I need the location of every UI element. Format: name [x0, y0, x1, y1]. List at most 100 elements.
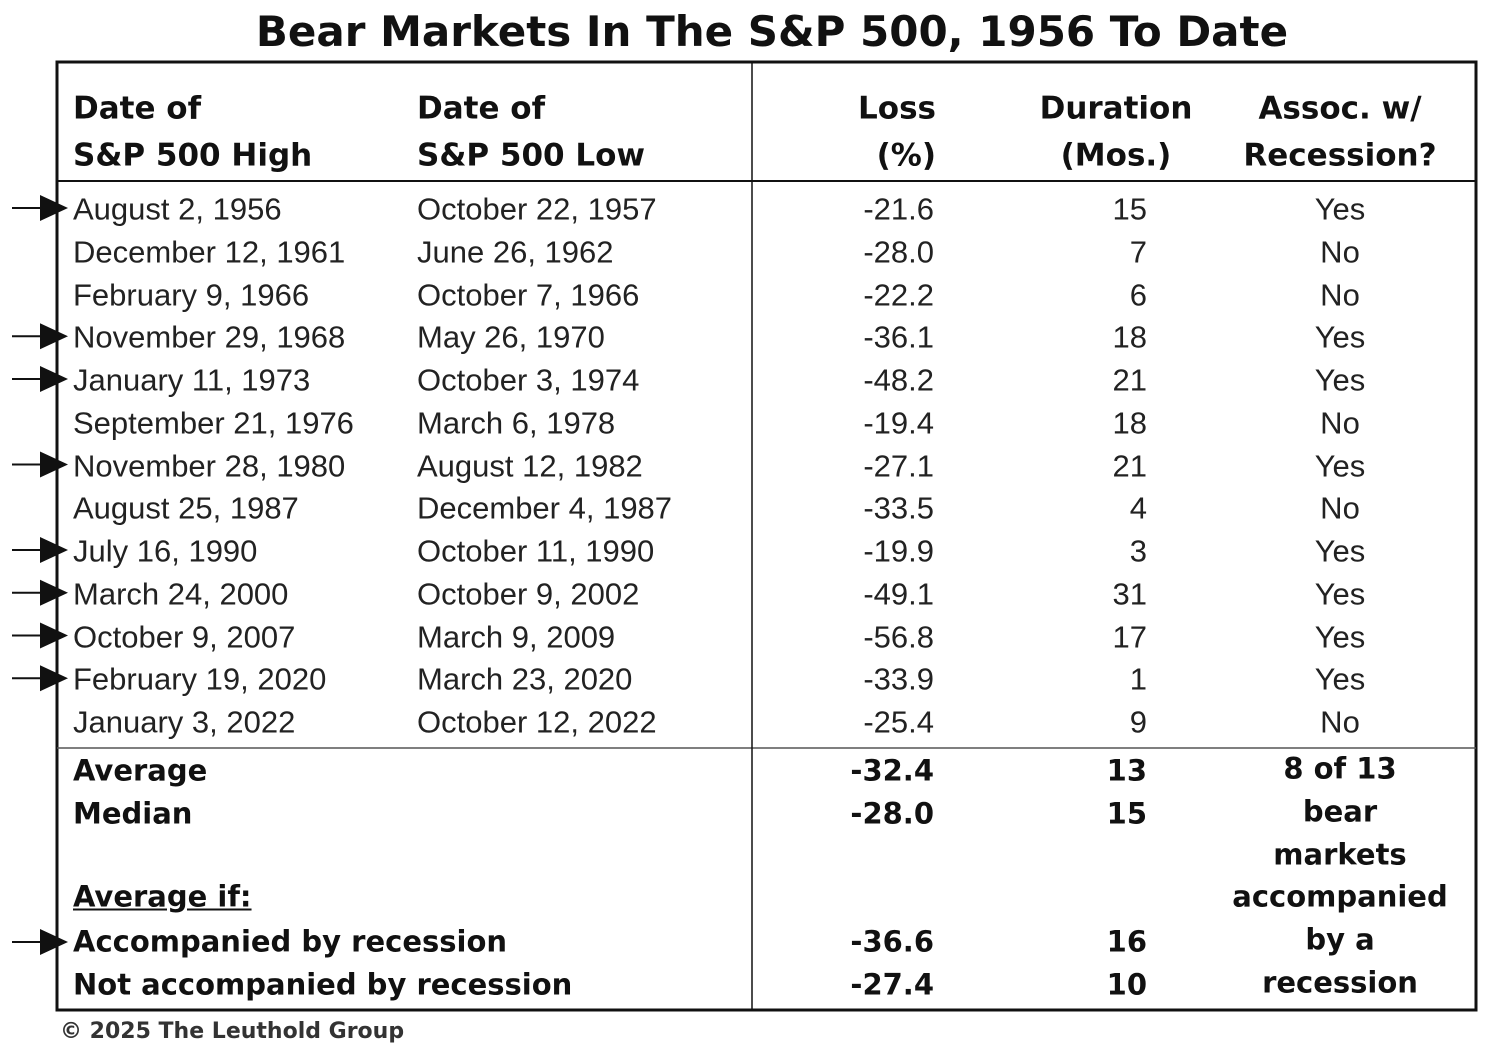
table-cell: Yes — [1314, 576, 1366, 612]
table-cell: -28.0 — [863, 234, 934, 270]
table-cell: 3 — [1129, 533, 1147, 569]
table-cell: No — [1320, 277, 1360, 312]
header-cell: Date of — [73, 90, 202, 127]
arrow-head — [40, 537, 68, 563]
table-cell: -25.4 — [863, 704, 934, 740]
arrow-head — [40, 366, 68, 392]
table-cell: June 26, 1962 — [417, 234, 614, 270]
table-cell: January 3, 2022 — [73, 704, 296, 740]
summary-cell: -36.6 — [850, 924, 934, 959]
table-cell: -33.9 — [863, 661, 934, 697]
summary-cell: 13 — [1106, 753, 1147, 788]
table-cell: -27.1 — [863, 448, 934, 483]
table-cell: 21 — [1112, 362, 1147, 398]
summary-cell: 10 — [1106, 967, 1147, 1002]
header-cell: Assoc. w/ — [1258, 90, 1422, 127]
table-cell: -56.8 — [863, 619, 934, 654]
summary-cell: -28.0 — [850, 796, 934, 831]
table-cell: 7 — [1129, 234, 1147, 270]
table-cell: 18 — [1112, 405, 1147, 441]
arrow-head — [40, 579, 68, 606]
arrow-head — [40, 195, 68, 221]
summary-subheading: Average if: — [73, 879, 252, 914]
table-cell: No — [1320, 405, 1360, 441]
title: Bear Markets In The S&P 500, 1956 To Dat… — [255, 7, 1289, 56]
table-cell: -48.2 — [863, 362, 934, 398]
summary-cell: Accompanied by recession — [73, 924, 508, 959]
table-cell: Yes — [1314, 362, 1366, 398]
table-cell: December 12, 1961 — [73, 234, 346, 270]
table-cell: 15 — [1112, 191, 1147, 227]
table-cell: August 25, 1987 — [73, 490, 299, 526]
header-cell: Duration — [1039, 90, 1193, 127]
table-cell: No — [1320, 234, 1360, 270]
table-cell: Yes — [1314, 533, 1366, 569]
table-cell: Yes — [1314, 319, 1366, 355]
table-cell: October 11, 1990 — [417, 533, 655, 569]
table-cell: October 9, 2007 — [73, 619, 296, 654]
table-cell: Yes — [1314, 191, 1366, 227]
header-cell: Date of — [417, 90, 546, 127]
summary-note: 8 of 13 — [1283, 751, 1397, 786]
arrow-head — [40, 451, 68, 478]
arrow-head — [40, 622, 68, 649]
table-cell: 9 — [1129, 704, 1147, 740]
table-border — [55, 60, 1478, 1012]
table-cell: -49.1 — [863, 576, 934, 612]
header-cell: S&P 500 High — [73, 137, 313, 174]
table-cell: -19.9 — [863, 533, 934, 569]
arrows — [12, 195, 68, 955]
table-cell: October 7, 1966 — [417, 277, 640, 312]
table-cell: No — [1320, 490, 1360, 526]
arrow-head — [40, 323, 68, 350]
table-cell: October 3, 1974 — [417, 362, 640, 398]
table-cell: March 9, 2009 — [417, 619, 616, 654]
table-cell: August 12, 1982 — [417, 448, 643, 483]
table-cell: August 2, 1956 — [73, 191, 282, 227]
table-cell: February 9, 1966 — [73, 277, 310, 312]
table-cell: March 6, 1978 — [417, 405, 616, 441]
header-cell: S&P 500 Low — [417, 137, 646, 174]
table-cell: 1 — [1129, 661, 1147, 697]
table-cell: October 22, 1957 — [417, 191, 657, 227]
table-cell: July 16, 1990 — [73, 533, 258, 569]
table-cell: March 23, 2020 — [417, 661, 633, 697]
table-cell: -21.6 — [863, 191, 934, 227]
table-cell: 6 — [1129, 277, 1147, 312]
table-cell: May 26, 1970 — [417, 319, 605, 355]
table-cell: 31 — [1112, 576, 1147, 612]
header-cell: Loss — [858, 90, 936, 127]
table-cell: -33.5 — [863, 490, 934, 526]
table-cell: September 21, 1976 — [73, 405, 354, 441]
summary-note: recession — [1262, 965, 1418, 1000]
summary-cell: Average — [73, 753, 208, 788]
summary-cell: -27.4 — [850, 967, 934, 1002]
summary-cell: 15 — [1106, 796, 1147, 831]
table-cell: December 4, 1987 — [417, 490, 673, 526]
summary-note: bear — [1302, 794, 1378, 829]
footer: © 2025 The Leuthold Group — [60, 1019, 405, 1044]
table-cell: 18 — [1112, 319, 1147, 355]
summary-note: markets — [1273, 837, 1407, 872]
table-cell: -36.1 — [863, 319, 934, 355]
summary-note: accompanied — [1232, 879, 1448, 914]
table-cell: October 12, 2022 — [417, 704, 657, 740]
table-cell: No — [1320, 704, 1360, 740]
table-cell: February 19, 2020 — [73, 661, 327, 697]
table-cell: -19.4 — [863, 405, 934, 441]
header-cell: (%) — [876, 137, 936, 174]
table-cell: March 24, 2000 — [73, 576, 289, 612]
arrow-head — [40, 929, 68, 955]
summary-cell: Not accompanied by recession — [73, 967, 573, 1002]
table-cell: October 9, 2002 — [417, 576, 640, 612]
header-cell: (Mos.) — [1060, 137, 1172, 174]
arrow-head — [40, 665, 68, 692]
summary-cell: -32.4 — [850, 753, 934, 788]
table-cell: January 11, 1973 — [73, 362, 311, 398]
table-cell: November 28, 1980 — [73, 448, 346, 483]
table-cell: Yes — [1314, 619, 1366, 654]
header-cell: Recession? — [1243, 137, 1437, 174]
summary-cell: Median — [73, 796, 193, 831]
